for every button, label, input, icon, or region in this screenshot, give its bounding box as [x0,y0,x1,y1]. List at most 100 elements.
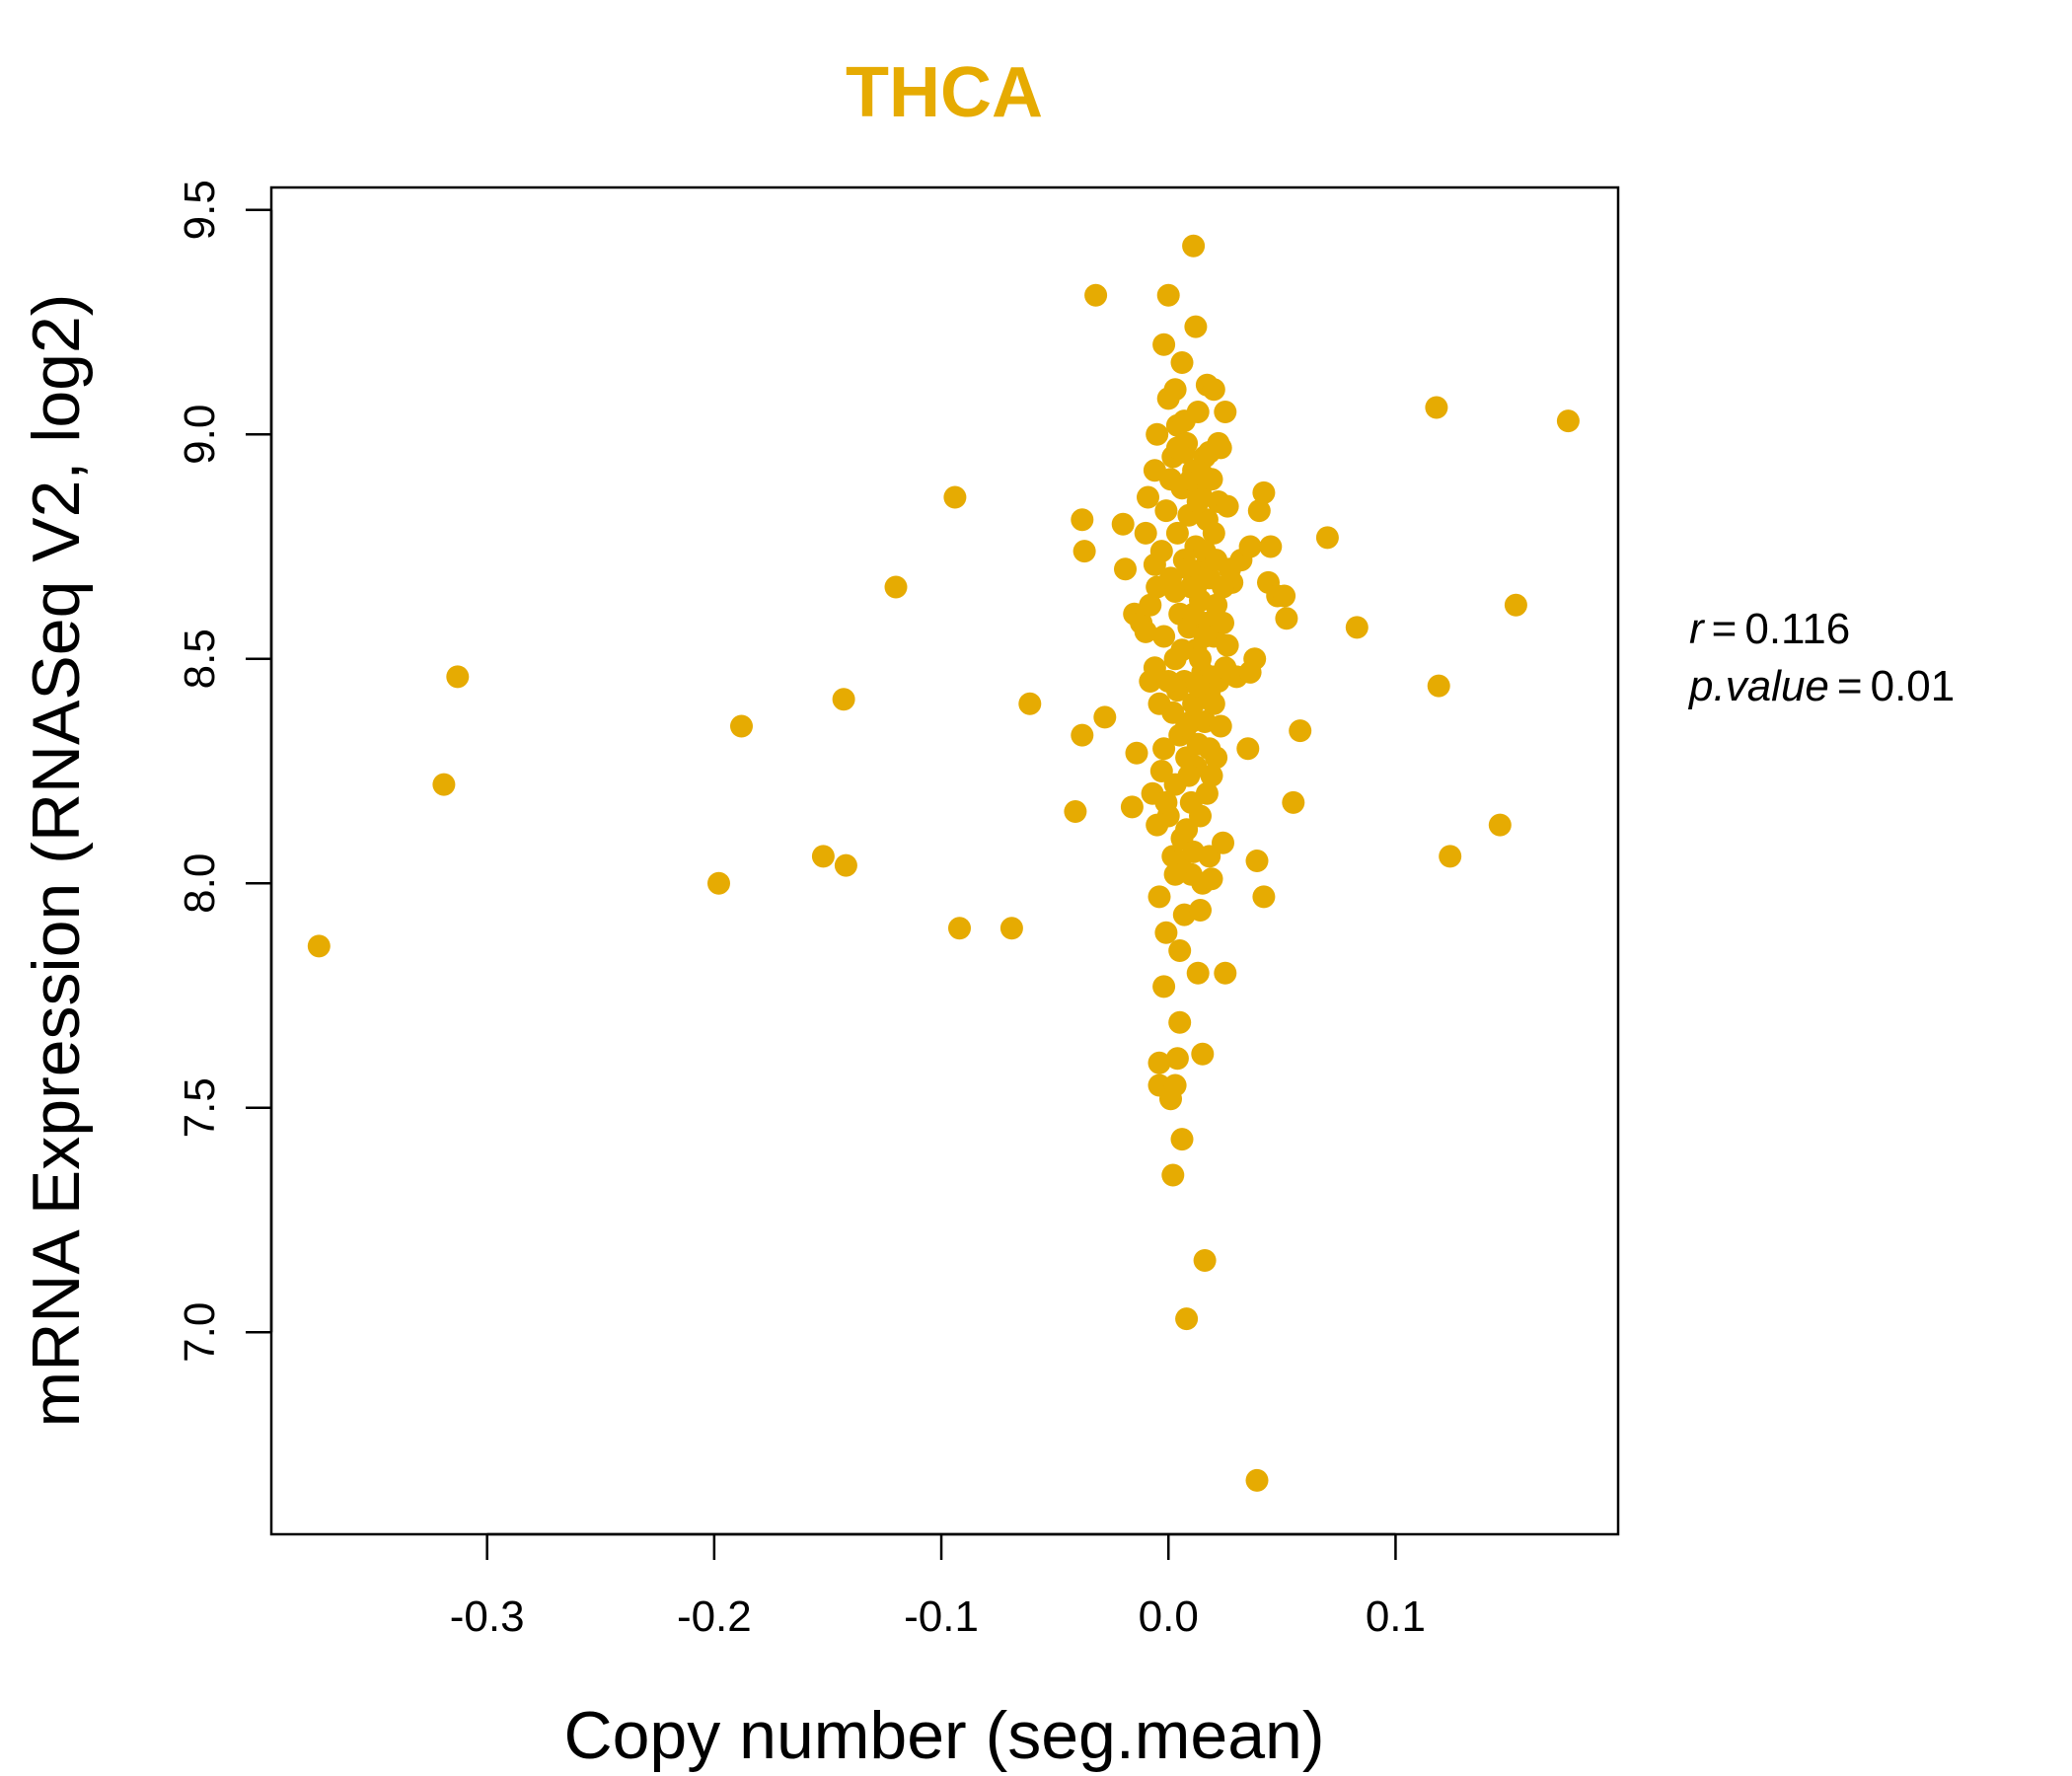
data-point [1247,499,1271,523]
data-point [1200,867,1223,891]
p-label: p.value [1687,662,1829,710]
data-point [1212,611,1234,634]
data-point [884,575,908,599]
data-point [1163,378,1187,402]
data-point [1186,674,1210,698]
data-point [1214,961,1237,985]
data-point [832,688,855,711]
data-point [1156,670,1180,693]
data-point [1163,580,1187,603]
plot-frame [269,185,1620,1536]
data-point [1149,540,1173,563]
data-point [1252,885,1276,909]
data-point [1191,1042,1215,1066]
data-point [1152,975,1176,999]
x-axis: -0.3 -0.2 -0.1 0.0 0.1 [450,1532,1426,1641]
data-point [1182,840,1206,863]
data-point [1488,813,1512,837]
data-point [1259,535,1283,558]
data-point [1425,396,1448,419]
data-point [1159,468,1182,491]
data-point [1212,575,1234,599]
data-point [1168,1010,1192,1034]
data-point [307,934,331,958]
data-point [1177,764,1201,787]
data-point [1018,692,1042,715]
data-point [943,485,967,509]
data-point [999,917,1023,940]
x-tick-label: -0.1 [904,1592,979,1641]
data-point [1189,804,1212,828]
data-point [730,714,753,738]
data-point [1161,1163,1185,1187]
data-point [1084,283,1108,307]
data-point [1137,485,1159,509]
y-tick-label: 7.5 [176,1077,224,1138]
data-point [1345,616,1369,639]
data-point [1147,1051,1171,1074]
x-tick-label: 0.0 [1139,1592,1199,1641]
data-point [1120,795,1144,819]
data-point [1156,283,1180,307]
data-point [1218,557,1241,581]
data-point [1207,431,1230,455]
chart-title: THCA [846,53,1043,132]
data-point [1139,593,1162,617]
data-point [1556,409,1580,433]
data-point [1170,351,1194,374]
data-point [834,853,857,877]
data-point [1273,584,1296,608]
data-point [1191,463,1215,486]
p-value-stat: p.value = 0.01 [1687,662,1955,710]
data-point [1154,790,1178,814]
data-point [1152,737,1176,761]
data-point [1134,620,1157,643]
data-point [446,665,470,689]
data-point [1243,647,1267,671]
data-point [1209,714,1232,738]
data-point [1165,436,1189,460]
data-point [1282,790,1305,814]
data-point [1182,602,1206,626]
data-point [1205,593,1228,617]
data-point [1146,422,1169,446]
data-point [1198,737,1221,761]
data-point [1193,625,1217,648]
data-point [1165,521,1189,545]
data-point [707,871,730,895]
data-point [1245,1468,1269,1492]
data-point [1245,850,1269,872]
data-point [1202,692,1225,715]
data-point [1275,607,1298,630]
x-tick-label: -0.3 [450,1592,525,1641]
data-point [432,773,456,796]
data-point [1073,540,1096,563]
data-point [1170,638,1194,662]
data-point [1172,409,1196,433]
data-point [1236,737,1260,761]
data-point [1184,315,1208,338]
data-point [1193,1249,1217,1272]
data-point [1064,800,1087,823]
y-tick-label: 9.0 [176,405,224,465]
data-point [811,845,835,868]
data-point [1184,575,1208,599]
data-point [1134,521,1157,545]
r-value: 0.116 [1744,605,1850,653]
r-label: r [1689,605,1706,653]
data-point [1175,1307,1199,1331]
data-point [1202,521,1225,545]
data-point [1093,705,1117,729]
y-axis: 7.0 7.5 8.0 8.5 9.0 9.5 [176,180,273,1363]
data-point [1214,656,1237,680]
data-point [1165,1047,1189,1071]
points-layer [307,234,1580,1492]
data-point [1146,575,1169,599]
data-point [1177,557,1201,581]
data-point [1427,674,1450,698]
data-point [1163,1073,1187,1097]
data-point [1147,885,1171,909]
data-point [1195,781,1219,805]
data-point [1504,593,1527,617]
y-tick-label: 9.5 [176,180,224,240]
